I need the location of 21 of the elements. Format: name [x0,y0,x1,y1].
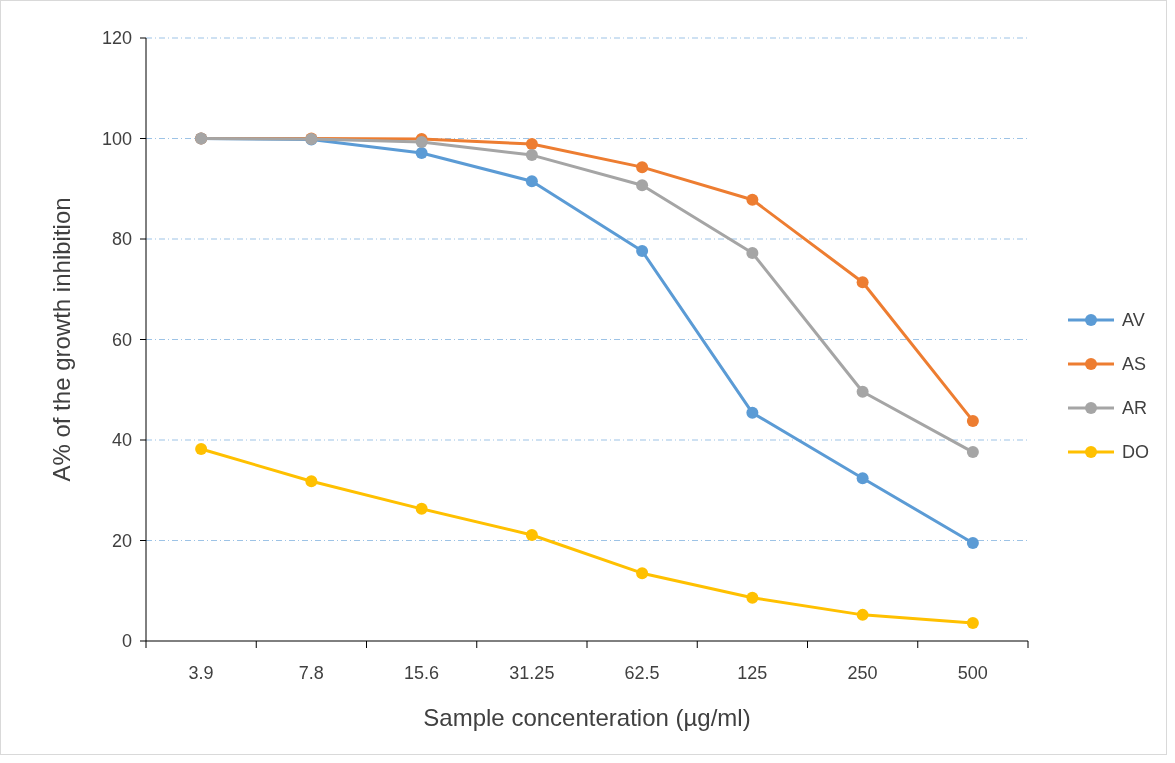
x-tick-label: 15.6 [404,663,440,683]
legend-label: DO [1122,442,1149,463]
x-tick-label: 3.9 [188,663,214,683]
x-tick-label: 250 [847,663,878,683]
x-tick-label: 500 [957,663,988,683]
legend-label: AS [1122,354,1147,375]
y-tick-label: 100 [101,128,132,149]
x-tick-label: 125 [737,663,768,683]
x-axis-title: Sample concenteration (µg/ml) [423,704,751,731]
y-tick-label: 0 [121,631,132,652]
x-tick-label: 31.25 [509,663,555,683]
legend-label: AR [1122,398,1148,419]
y-axis-title: A% of the growth inhibition [48,197,75,482]
y-tick-label: 60 [111,329,132,350]
x-tick-label: 7.8 [298,663,324,683]
legend-label: AV [1122,310,1145,331]
y-tick-label: 80 [111,229,132,250]
y-tick-label: 40 [111,430,132,451]
y-tick-label: 120 [101,28,132,49]
y-tick-label: 20 [111,530,132,551]
x-tick-label: 62.5 [624,663,660,683]
